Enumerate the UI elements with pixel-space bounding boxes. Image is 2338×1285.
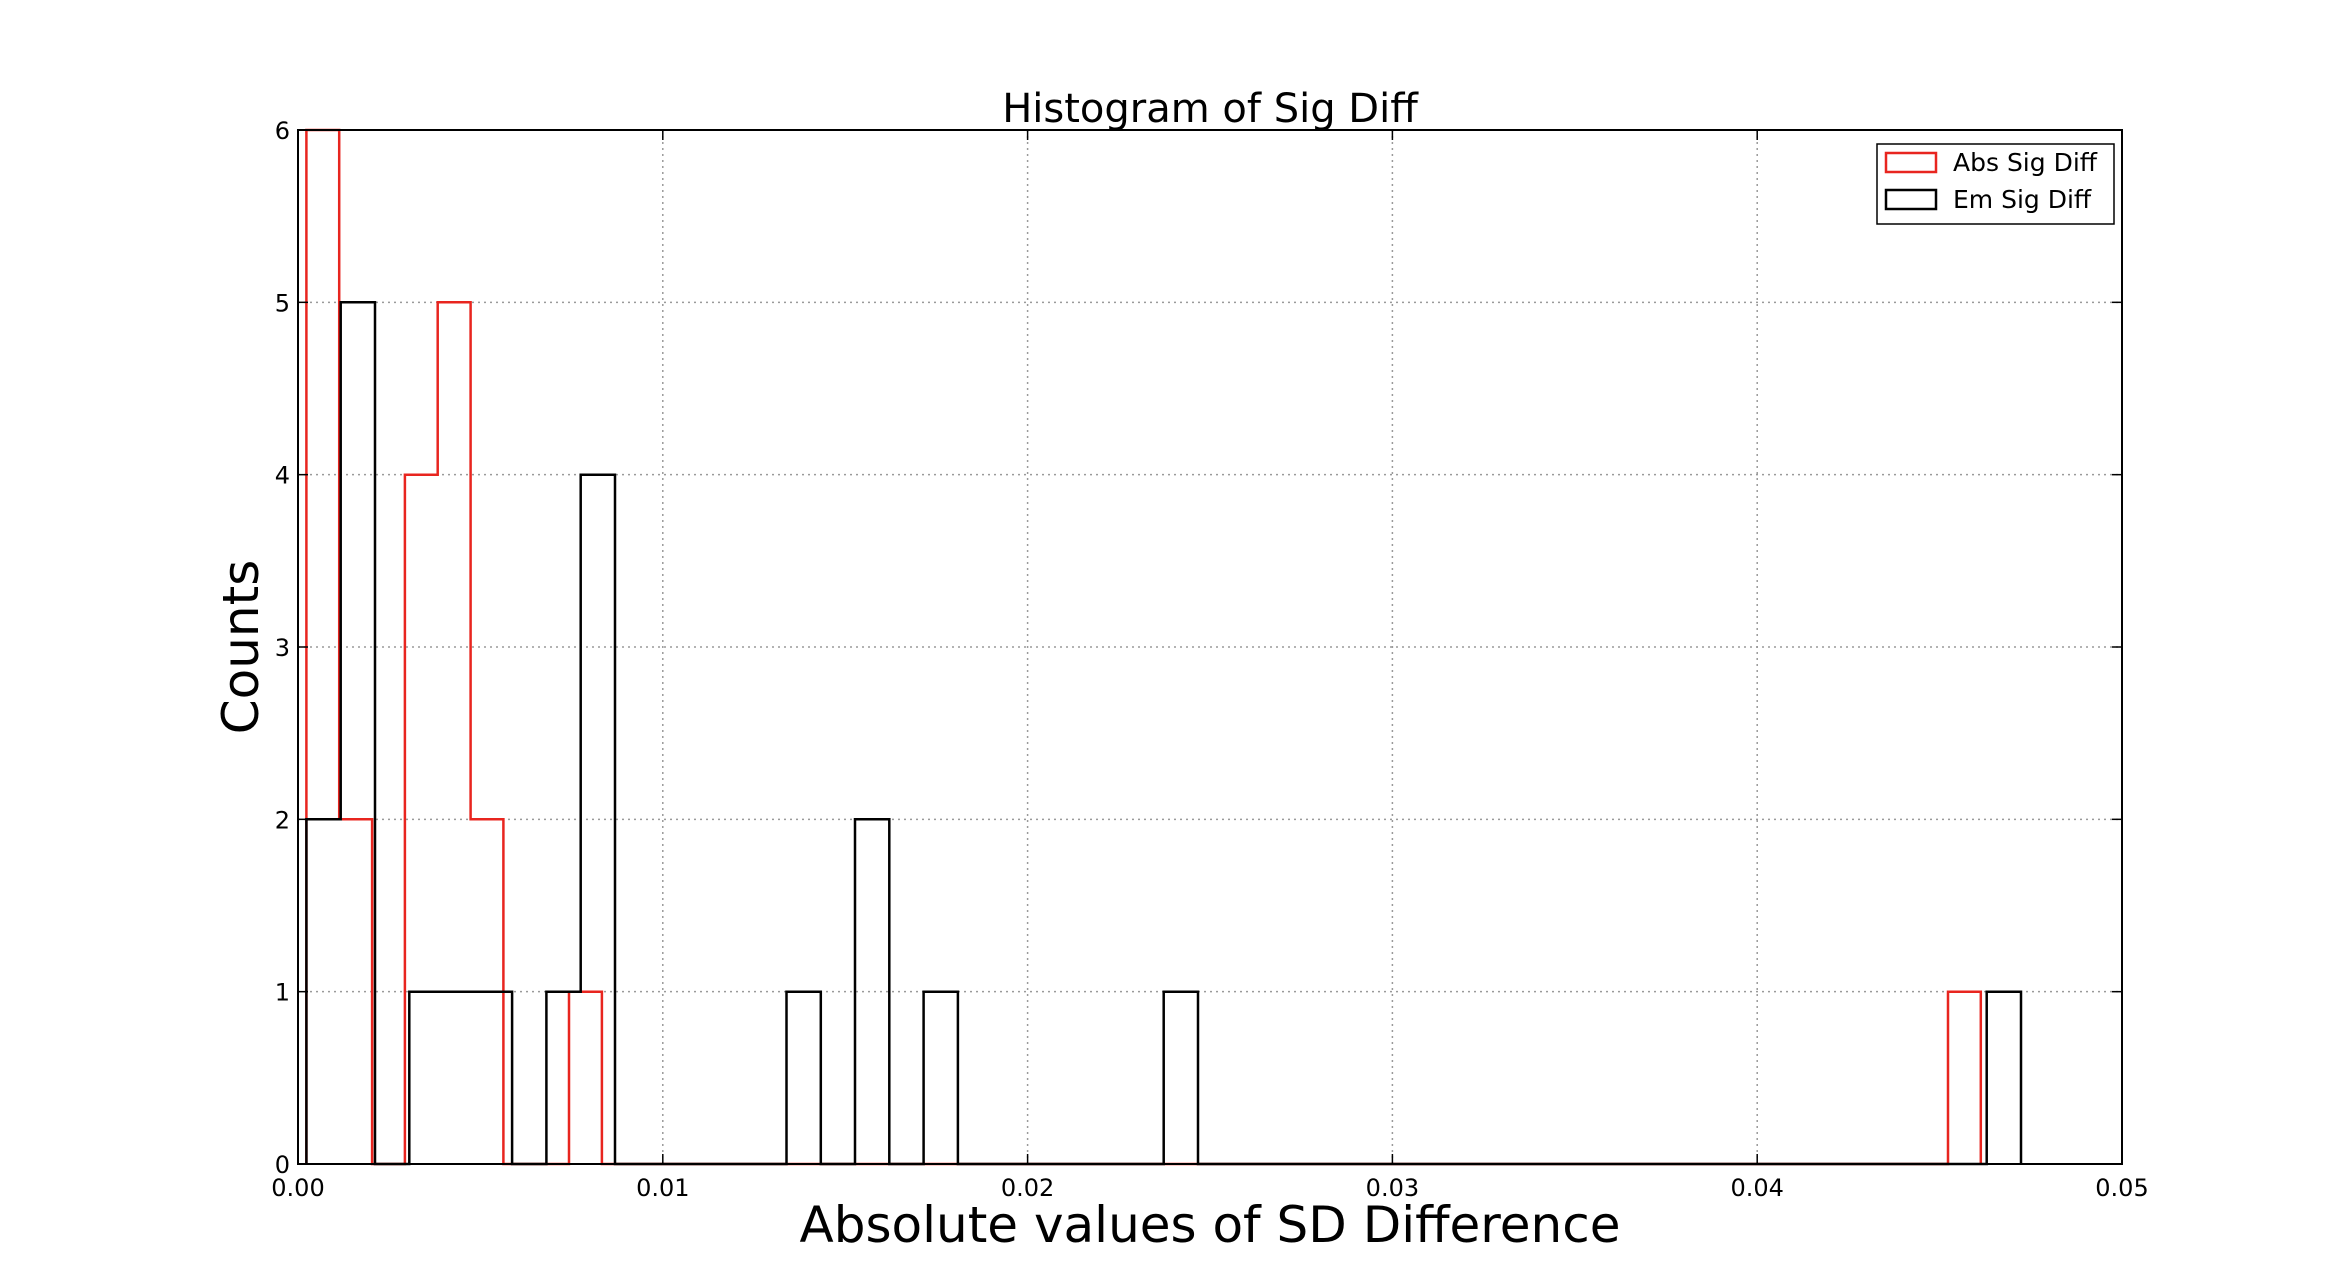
y-axis-label: Counts bbox=[212, 560, 270, 735]
histogram-bin bbox=[546, 992, 580, 1164]
x-tick-label: 0.04 bbox=[1730, 1174, 1783, 1202]
x-tick-label: 0.05 bbox=[2095, 1174, 2148, 1202]
histogram-bin bbox=[1164, 992, 1198, 1164]
legend-swatch-em-sig-diff bbox=[1884, 188, 1938, 211]
histogram-step-outline bbox=[305, 301, 2023, 1166]
chart-title: Histogram of Sig Diff bbox=[1002, 86, 1419, 132]
y-tick-label: 0 bbox=[275, 1151, 290, 1179]
y-tick-label: 3 bbox=[275, 634, 290, 662]
histogram-bin bbox=[581, 475, 615, 1164]
series-em-sig-diff bbox=[305, 301, 2023, 1166]
histogram-bin bbox=[341, 302, 375, 1164]
grid-lines bbox=[298, 130, 2122, 1164]
histogram-bin bbox=[1987, 992, 2021, 1164]
histogram-bin bbox=[569, 992, 602, 1164]
x-tick-label: 0.00 bbox=[271, 1174, 324, 1202]
histogram-bin bbox=[339, 819, 372, 1164]
histogram-bin bbox=[438, 302, 471, 1164]
legend-label-em-sig-diff: Em Sig Diff bbox=[1953, 185, 2092, 214]
histogram-bin bbox=[855, 819, 889, 1164]
y-tick-label: 5 bbox=[275, 289, 290, 317]
histogram-bin bbox=[409, 992, 512, 1164]
y-tick-label: 6 bbox=[275, 117, 290, 145]
legend-swatch-abs-sig-diff bbox=[1884, 151, 1938, 174]
x-tick-label: 0.02 bbox=[1001, 1174, 1054, 1202]
x-tick-label: 0.03 bbox=[1366, 1174, 1419, 1202]
y-tick-label: 2 bbox=[275, 806, 290, 834]
legend-label-abs-sig-diff: Abs Sig Diff bbox=[1953, 148, 2098, 177]
histogram-bin bbox=[1948, 992, 1981, 1164]
axis-ticks: 0.00 0.01 0.02 0.03 0.04 0.05 0 1 2 3 4 5 6 bbox=[271, 117, 2148, 1202]
y-tick-label: 4 bbox=[275, 462, 290, 490]
y-tick-label: 1 bbox=[275, 979, 290, 1007]
legend: Abs Sig Diff Em Sig Diff bbox=[1876, 143, 2115, 225]
histogram-bin bbox=[924, 992, 958, 1164]
legend-box bbox=[1876, 143, 2115, 225]
histogram-bin bbox=[786, 992, 820, 1164]
x-axis-label: Absolute values of SD Difference bbox=[800, 1196, 1621, 1254]
x-tick-label: 0.01 bbox=[636, 1174, 689, 1202]
